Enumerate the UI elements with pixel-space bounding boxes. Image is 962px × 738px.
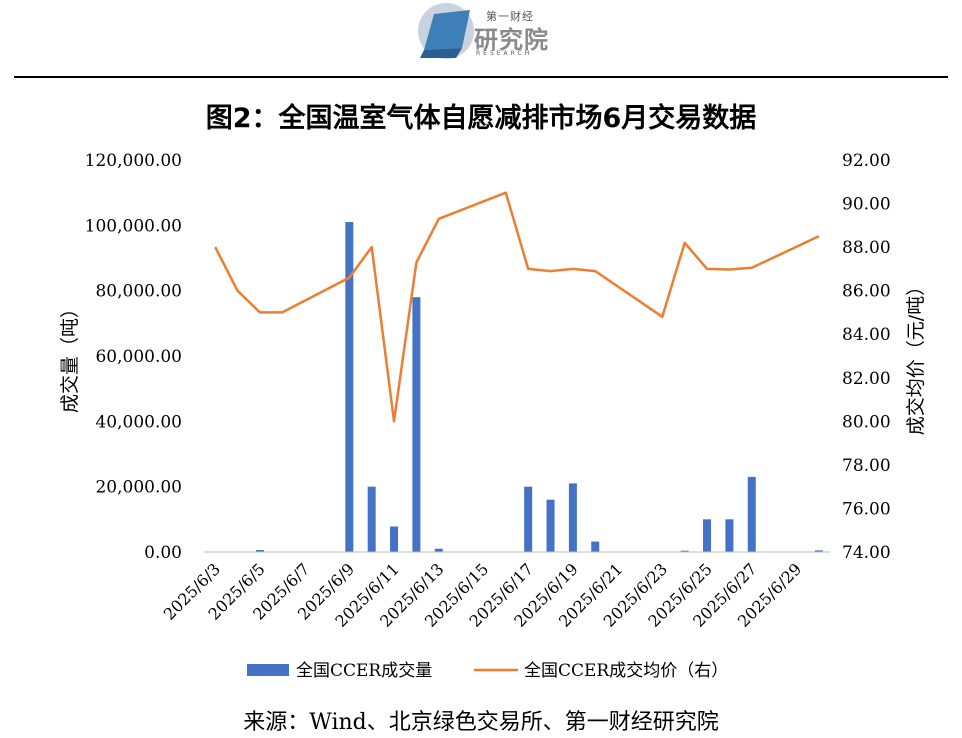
bar <box>814 550 823 552</box>
bar-series <box>255 222 823 553</box>
price-series-line <box>214 191 820 423</box>
y-axis-right-ticks: 74.00 76.00 78.00 80.00 82.00 84.00 86.00 88.00… <box>842 151 891 563</box>
y2-tick-label: 90.00 <box>842 195 891 215</box>
y2-tick-label: 88.00 <box>842 238 891 258</box>
logo-mark-icon <box>418 3 474 59</box>
logo-text-main: 研究院 <box>474 26 549 54</box>
y-axis-right-label: 成交均价（元/吨） <box>905 277 927 435</box>
y-tick-label: 100,000.00 <box>85 216 182 236</box>
bar <box>345 222 354 553</box>
y-tick-label: 40,000.00 <box>95 412 182 432</box>
bar <box>524 486 533 552</box>
legend-line-label: 全国CCER成交均价（右） <box>524 661 728 681</box>
bar <box>747 476 756 552</box>
header-rule <box>14 76 948 78</box>
bar <box>412 297 421 552</box>
y-tick-label: 120,000.00 <box>85 151 182 171</box>
chart-title: 图2：全国温室气体自愿减排市场6月交易数据 <box>205 103 757 134</box>
chart: 0.00 20,000.00 40,000.00 60,000.00 80,000.00… <box>59 151 927 681</box>
bar <box>680 550 689 552</box>
y2-tick-label: 92.00 <box>842 151 891 171</box>
bar <box>390 526 399 552</box>
source-note: 来源：Wind、北京绿色交易所、第一财经研究院 <box>243 710 719 735</box>
y2-tick-label: 86.00 <box>842 282 891 302</box>
y-tick-label: 0.00 <box>144 543 182 563</box>
y2-tick-label: 84.00 <box>842 325 891 345</box>
y2-tick-label: 80.00 <box>842 412 891 432</box>
y2-tick-label: 78.00 <box>842 456 891 476</box>
y2-tick-label: 82.00 <box>842 369 891 389</box>
logo-text-top: 第一财经 <box>486 10 534 23</box>
bar <box>367 486 376 552</box>
legend-bar-swatch <box>247 664 289 676</box>
y-tick-label: 80,000.00 <box>95 282 182 302</box>
y-tick-label: 60,000.00 <box>95 347 182 367</box>
bar <box>725 519 734 552</box>
legend: 全国CCER成交量 全国CCER成交均价（右） <box>247 661 728 681</box>
x-axis-ticks: 2025/6/32025/6/52025/6/72025/6/92025/6/1… <box>160 559 806 630</box>
bar <box>546 499 555 552</box>
y-tick-label: 20,000.00 <box>95 478 182 498</box>
logo: 第一财经 研究院 RESEARCH <box>0 0 962 70</box>
bar <box>434 548 443 552</box>
bar <box>591 541 600 552</box>
y-axis-left-ticks: 0.00 20,000.00 40,000.00 60,000.00 80,000.00… <box>85 151 182 563</box>
y2-tick-label: 74.00 <box>842 543 891 563</box>
bar <box>255 550 264 552</box>
logo-text-sub: RESEARCH <box>476 50 533 57</box>
bar <box>703 519 712 552</box>
bar <box>568 483 577 552</box>
y2-tick-label: 76.00 <box>842 499 891 519</box>
y-axis-left-label: 成交量（吨） <box>59 299 81 413</box>
legend-bar-label: 全国CCER成交量 <box>296 661 432 681</box>
